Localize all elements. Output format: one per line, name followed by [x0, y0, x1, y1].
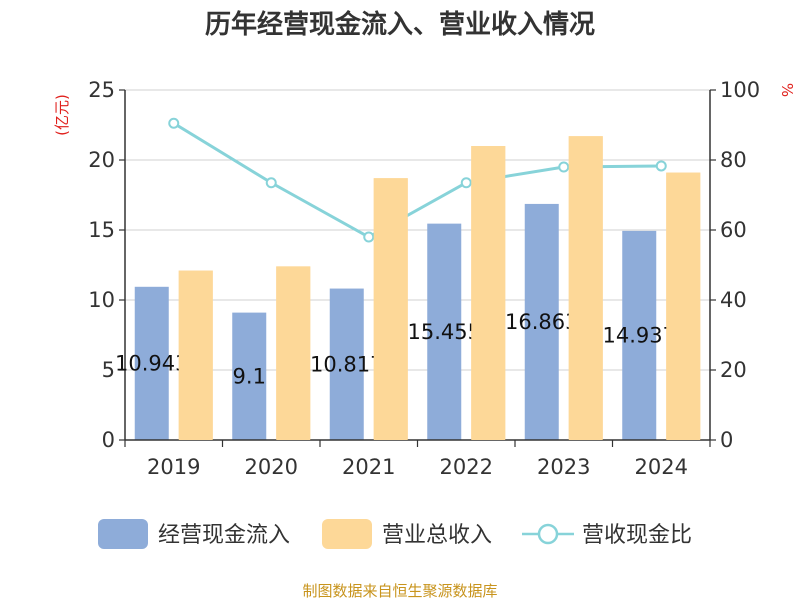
x-tick-label: 2020: [245, 455, 298, 479]
bar-data-label: 10.943: [115, 351, 188, 375]
bar-data-label: 14.937: [603, 323, 676, 347]
y-left-unit: (亿元): [53, 94, 71, 136]
x-tick-label: 2019: [147, 455, 200, 479]
y-left-tick-label: 25: [88, 78, 115, 102]
ratio-point: [168, 117, 180, 129]
legend-swatch: [322, 519, 372, 549]
y-left-tick-label: 15: [88, 218, 115, 242]
bar-total-revenue-overlay: [276, 266, 311, 440]
legend-label: 营业总收入: [382, 523, 492, 548]
x-tick-label: 2023: [537, 455, 590, 479]
bar-cash-inflow: [622, 230, 657, 440]
y-right-unit: %: [778, 83, 796, 97]
bar-data-label: 16.863: [505, 310, 578, 334]
y-right-tick-label: 20: [720, 358, 747, 382]
ratio-point: [363, 231, 375, 243]
y-left-tick-label: 5: [102, 358, 115, 382]
legend-swatch-marker: [537, 523, 559, 545]
y-left-tick-label: 20: [88, 148, 115, 172]
bar-cash-inflow: [134, 286, 169, 440]
bar-cash-inflow: [524, 203, 559, 440]
bar-total-revenue-overlay: [568, 136, 603, 440]
x-tick-label: 2024: [635, 455, 688, 479]
legend: 经营现金流入 营业总收入 营收现金比: [98, 519, 692, 549]
data-labels-group: 10.943 9.1 10.817 15.455 16.863 14.937: [115, 136, 701, 440]
y-left-tick-label: 10: [88, 288, 115, 312]
bar-total-revenue-overlay: [178, 270, 213, 440]
legend-label: 经营现金流入: [158, 523, 290, 548]
y-right-tick-label: 40: [720, 288, 747, 312]
bar-data-label: 15.455: [408, 320, 481, 344]
x-tick-label: 2022: [440, 455, 493, 479]
axes-group: 0 5 10 15 20 25 0 20 40 60 80 100 2019 2020 2021 2022 20…: [88, 78, 760, 479]
y-right-tick-label: 100: [720, 78, 760, 102]
y-left-tick-label: 0: [102, 428, 115, 452]
gridlines: [125, 89, 710, 371]
y-right-tick-label: 60: [720, 218, 747, 242]
ratio-point: [460, 177, 472, 189]
ratio-point: [265, 177, 277, 189]
bar-total-revenue-overlay: [471, 146, 506, 440]
bar-total-revenue-overlay: [373, 178, 408, 440]
bar-cash-inflow: [427, 223, 462, 440]
bar-data-label: 10.817: [310, 352, 383, 376]
bars-group: [134, 136, 701, 440]
bar-cash-inflow: [329, 288, 364, 440]
legend-label: 营收现金比: [582, 523, 692, 548]
source-note: 制图数据来自恒生聚源数据库: [302, 582, 497, 600]
ratio-point: [655, 160, 667, 172]
ratio-point: [558, 161, 570, 173]
bar-total-revenue-overlay: [666, 172, 701, 440]
bar-data-label: 9.1: [233, 364, 266, 388]
legend-swatch: [98, 519, 148, 549]
chart-title: 历年经营现金流入、营业收入情况: [205, 9, 595, 40]
y-right-tick-label: 0: [720, 428, 733, 452]
x-tick-label: 2021: [342, 455, 395, 479]
y-right-tick-label: 80: [720, 148, 747, 172]
bar-cash-inflow: [232, 312, 267, 440]
